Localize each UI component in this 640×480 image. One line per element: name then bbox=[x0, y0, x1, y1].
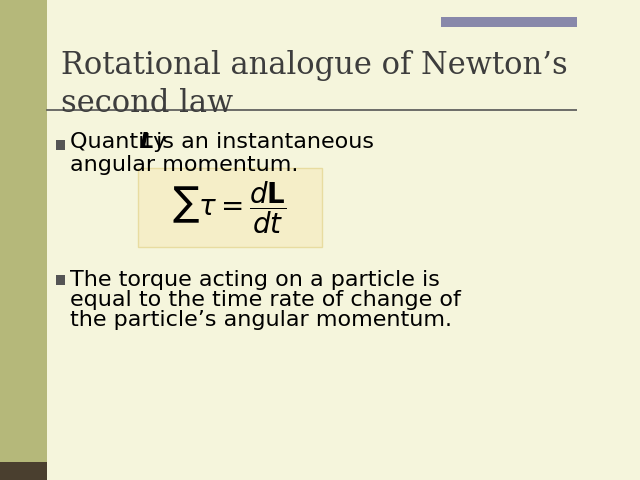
Text: $\sum \tau = \dfrac{d\mathbf{L}}{dt}$: $\sum \tau = \dfrac{d\mathbf{L}}{dt}$ bbox=[172, 180, 287, 236]
Text: equal to the time rate of change of: equal to the time rate of change of bbox=[70, 290, 461, 310]
Bar bbox=[442, 17, 577, 27]
Bar bbox=[56, 140, 65, 150]
Text: angular momentum.: angular momentum. bbox=[70, 155, 299, 175]
Text: is an instantaneous: is an instantaneous bbox=[148, 132, 374, 152]
FancyBboxPatch shape bbox=[138, 168, 322, 247]
Text: Rotational analogue of Newton’s
second law: Rotational analogue of Newton’s second l… bbox=[61, 50, 568, 119]
Text: Quantity: Quantity bbox=[70, 132, 173, 152]
Text: the particle’s angular momentum.: the particle’s angular momentum. bbox=[70, 310, 452, 330]
Bar bbox=[0, 462, 47, 480]
Text: The torque acting on a particle is: The torque acting on a particle is bbox=[70, 270, 440, 290]
Text: L: L bbox=[140, 132, 154, 152]
Bar bbox=[0, 0, 47, 480]
Bar bbox=[56, 275, 65, 285]
